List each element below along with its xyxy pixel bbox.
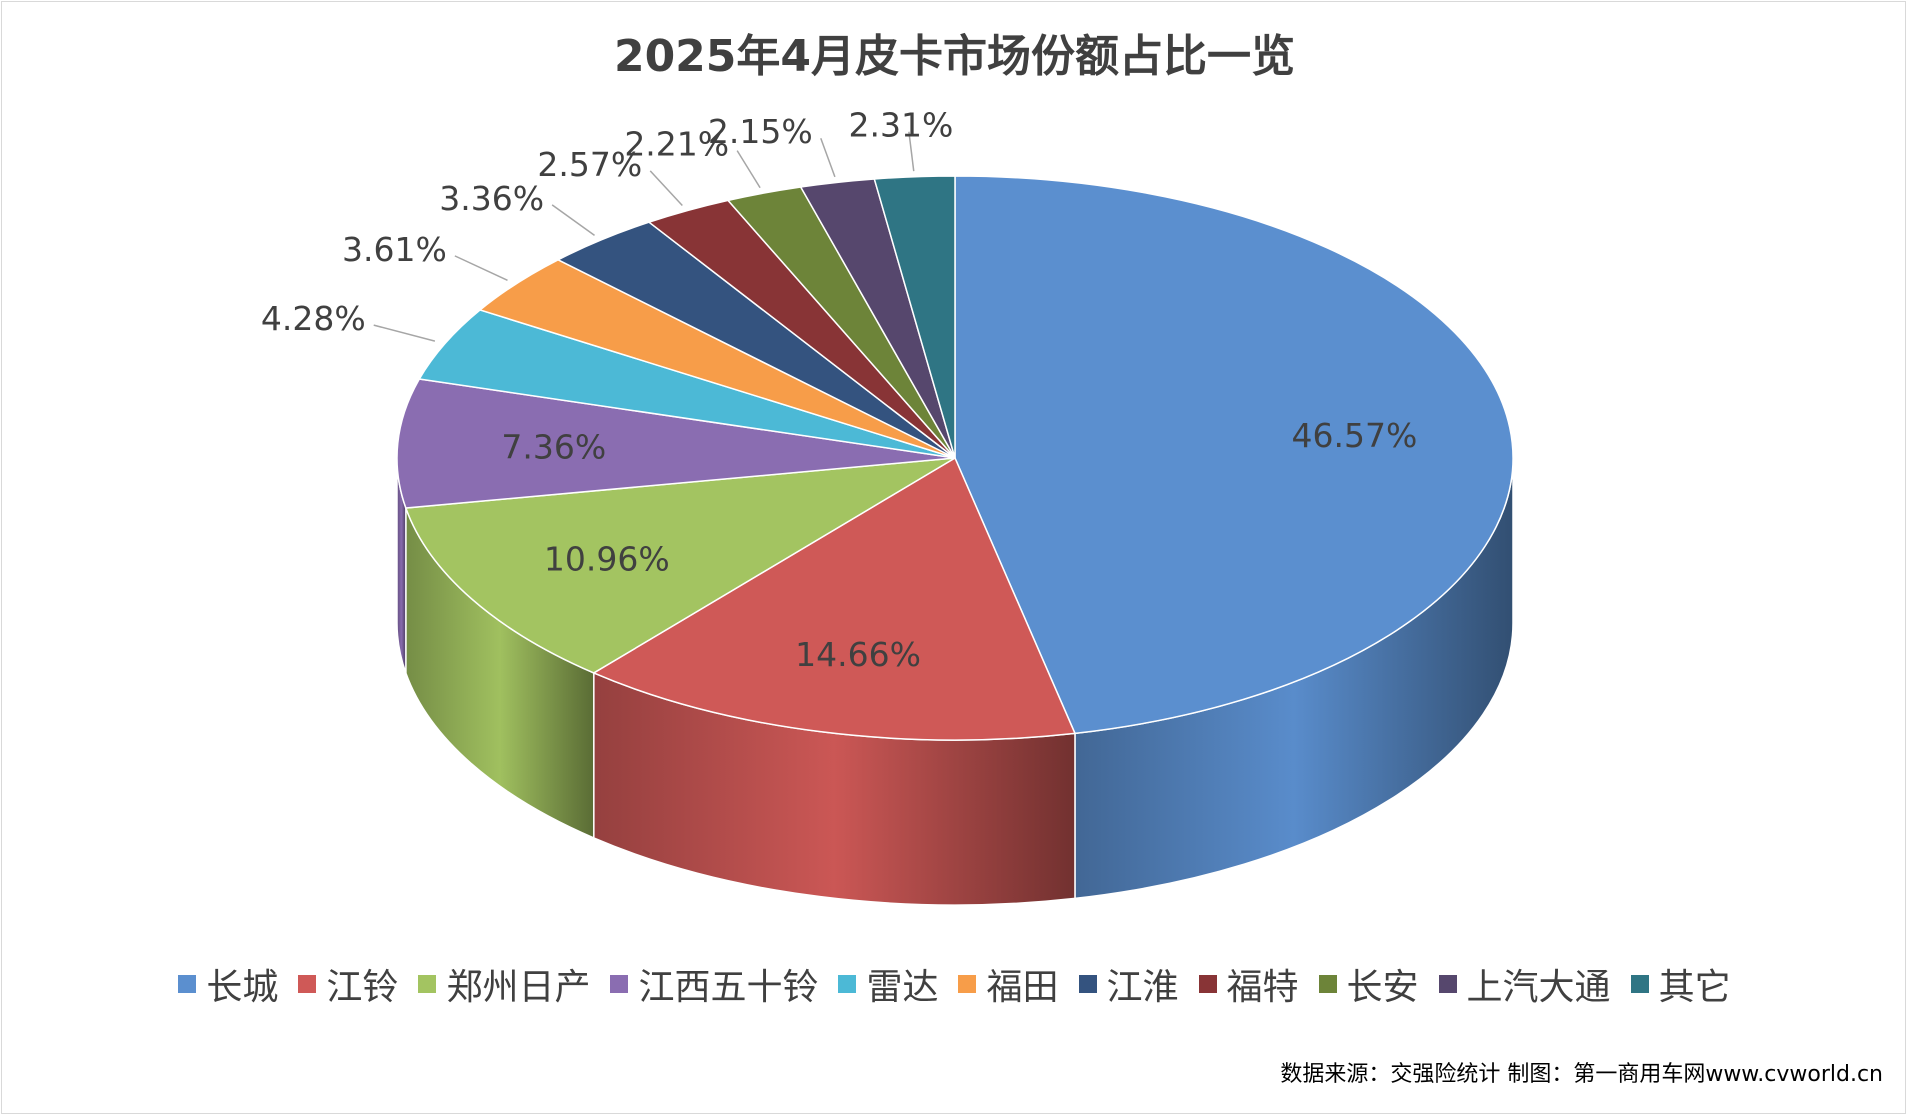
data-label: 2.21%: [624, 125, 729, 164]
legend-swatch: [610, 975, 629, 993]
legend-swatch: [298, 975, 317, 993]
data-label: 46.57%: [1291, 416, 1417, 455]
legend-swatch: [178, 975, 197, 993]
legend-item: 长城: [178, 958, 278, 1010]
legend-label: 郑州日产: [446, 967, 591, 1008]
leader-line: [820, 137, 836, 178]
legend-label: 长安: [1346, 967, 1419, 1008]
legend: 长城 江铃 郑州日产 江西五十铃 雷达 福田 江淮 福特 长安 上汽大通 其它: [0, 958, 1909, 1010]
data-label: 3.36%: [439, 179, 544, 218]
legend-item: 福特: [1198, 958, 1299, 1010]
pie-slice-江西五十铃: [396, 378, 956, 509]
legend-item: 江铃: [298, 958, 398, 1010]
legend-swatch: [1198, 975, 1217, 993]
legend-item: 江西五十铃: [610, 958, 818, 1010]
data-label: 2.31%: [848, 106, 953, 145]
pie-slice-长城: [954, 175, 1514, 735]
data-label: 14.66%: [795, 635, 921, 674]
data-labels: 46.57%14.66%10.96%7.36%4.28%3.61%3.36%2.…: [261, 106, 1417, 674]
legend-label: 长城: [206, 967, 279, 1008]
data-label: 4.28%: [261, 299, 366, 338]
leader-line: [736, 150, 761, 189]
legend-label: 江西五十铃: [638, 967, 819, 1008]
legend-label: 江淮: [1106, 967, 1179, 1008]
pie-slice-江铃: [592, 456, 1077, 741]
legend-swatch: [1630, 975, 1649, 993]
pie-slice-其它: [873, 175, 956, 459]
data-label: 3.61%: [342, 230, 447, 269]
legend-item: 郑州日产: [418, 958, 590, 1010]
legend-label: 福田: [986, 967, 1059, 1008]
legend-label: 福特: [1226, 967, 1299, 1008]
data-label: 7.36%: [501, 427, 606, 466]
chart-title: 2025年4月皮卡市场份额占比一览: [613, 31, 1296, 82]
legend-item: 长安: [1318, 958, 1419, 1010]
legend-swatch: [418, 975, 437, 993]
legend-swatch: [1078, 975, 1097, 993]
legend-label: 雷达: [866, 967, 939, 1008]
pie-chart: 46.57%14.66%10.96%7.36%4.28%3.61%3.36%2.…: [261, 106, 1514, 906]
leader-line: [908, 131, 915, 172]
legend-label: 江铃: [326, 967, 399, 1008]
legend-swatch: [838, 975, 857, 993]
legend-item: 江淮: [1078, 958, 1179, 1010]
legend-label: 其它: [1658, 967, 1731, 1008]
legend-item: 福田: [958, 958, 1059, 1010]
legend-swatch: [1318, 975, 1337, 993]
label-leader-lines: [373, 131, 915, 342]
leader-line: [551, 204, 595, 237]
data-label: 2.15%: [708, 112, 813, 151]
legend-item: 上汽大通: [1438, 958, 1611, 1010]
legend-item: 雷达: [838, 958, 938, 1010]
leader-line: [454, 255, 508, 281]
legend-swatch: [1438, 975, 1457, 993]
legend-swatch: [958, 975, 977, 993]
data-label: 2.57%: [537, 145, 642, 184]
leader-line: [649, 170, 683, 207]
pie-slice-郑州日产: [404, 457, 956, 674]
source-note: 数据来源：交强险统计 制图：第一商用车网www.cvworld.cn: [1280, 1062, 1883, 1087]
data-label: 10.96%: [544, 539, 670, 578]
legend-item: 其它: [1630, 958, 1731, 1010]
leader-line: [373, 324, 436, 342]
pie-slices: [396, 175, 1514, 741]
legend-label: 上汽大通: [1466, 967, 1611, 1008]
